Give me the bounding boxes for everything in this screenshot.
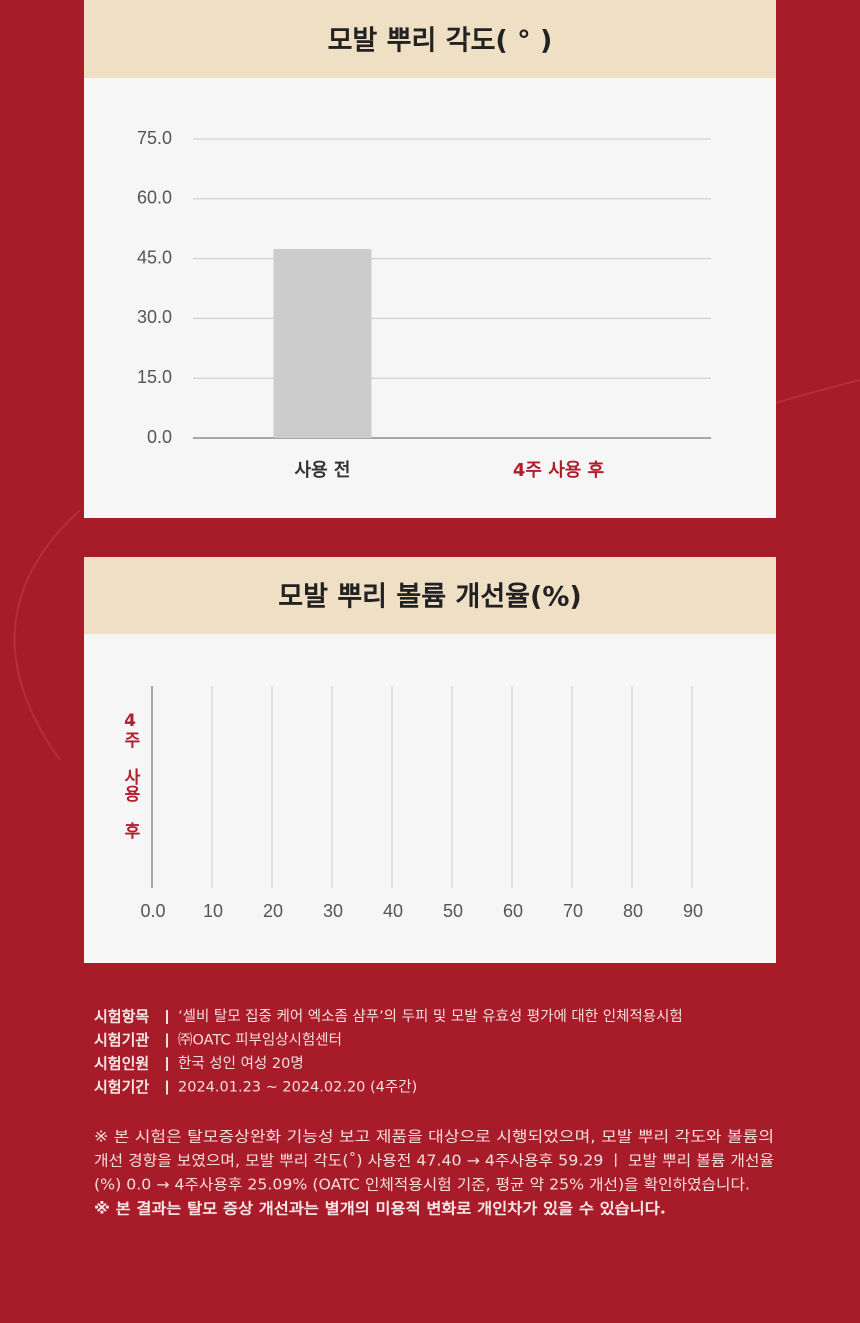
note-label: 시험기간: [94, 1078, 149, 1096]
x-tick-label: 90: [683, 901, 703, 921]
card-body: [84, 78, 776, 518]
x-tick-label: 70: [563, 901, 583, 921]
x-tick-label: 80: [623, 901, 643, 921]
x-tick-label: 30: [323, 901, 343, 921]
y-tick-label: 15.0: [137, 367, 172, 387]
card-header: [84, 557, 776, 634]
separator: [166, 1057, 168, 1071]
separator: [166, 1080, 168, 1095]
x-tick-label: 50: [443, 901, 463, 921]
remark: ※ 본 시험은 탈모증상완화 기능성 보고 제품을 대상으로 시행되었으며, 모…: [94, 1128, 774, 1146]
emphasis: ※ 본 결과는 탈모 증상 개선과는 별개의 미용적 변화로 개인차가 있을 수…: [94, 1200, 666, 1218]
chart-card: 모발 뿌리 각도( ° ) 0.0 15.0 30.0 45.0 60.0 75.0 사용 …: [84, 0, 776, 518]
notes: 시험항목 ’셀비 탈모 집중 케어 엑소좀 샴푸’의 두피 및 모발 유효성 평가…: [94, 1008, 774, 1218]
y-tick-label: 45.0: [137, 247, 172, 267]
note-text: 한국 성인 여성 20명: [178, 1055, 304, 1072]
x-tick-label: 0.0: [140, 901, 165, 921]
separator: [166, 1010, 168, 1024]
y-tick-label: 4주 사용 후: [120, 711, 140, 840]
chart-card: 모발 뿌리 볼륨 개선율(%) 0.0 10 20 30 40 50 60 70 80 90 4주 …: [84, 557, 776, 963]
note-label: 시험인원: [94, 1055, 149, 1073]
note-text: ㈜OATC 피부임상시험센터: [178, 1032, 342, 1049]
chart-title: 모발 뿌리 각도( ° ): [328, 26, 553, 57]
x-tick-label: 4주 사용 후: [513, 460, 604, 481]
remark: 개선 경향을 보였으며, 모발 뿌리 각도(˚) 사용전 47.40 → 4주사…: [94, 1152, 774, 1170]
x-tick-label: 60: [503, 901, 523, 921]
note-text: 2024.01.23 ~ 2024.02.20 (4주간): [178, 1079, 417, 1096]
note-label: 시험기관: [94, 1031, 149, 1049]
y-tick-label: 0.0: [147, 427, 172, 447]
card-body: [84, 634, 776, 963]
bar: [273, 249, 372, 438]
y-tick-label: 30.0: [137, 307, 172, 327]
decor-curve: [13, 509, 81, 761]
note-text: ’셀비 탈모 집중 케어 엑소좀 샴푸’의 두피 및 모발 유효성 평가에 대한…: [178, 1008, 683, 1025]
y-tick-label: 60.0: [137, 188, 172, 208]
chart-title: 모발 뿌리 볼륨 개선율(%): [278, 582, 582, 613]
separator: [166, 1033, 168, 1048]
y-tick-label: 75.0: [137, 128, 172, 148]
note-label: 시험항목: [94, 1008, 149, 1026]
remark: (%) 0.0 → 4주사용후 25.09% (OATC 인체적용시험 기준, …: [94, 1176, 750, 1194]
x-tick-label: 사용 전: [295, 460, 351, 481]
x-tick-label: 20: [263, 901, 283, 921]
x-tick-label: 40: [383, 901, 403, 921]
x-tick-label: 10: [203, 901, 223, 921]
card-header: [84, 0, 776, 78]
